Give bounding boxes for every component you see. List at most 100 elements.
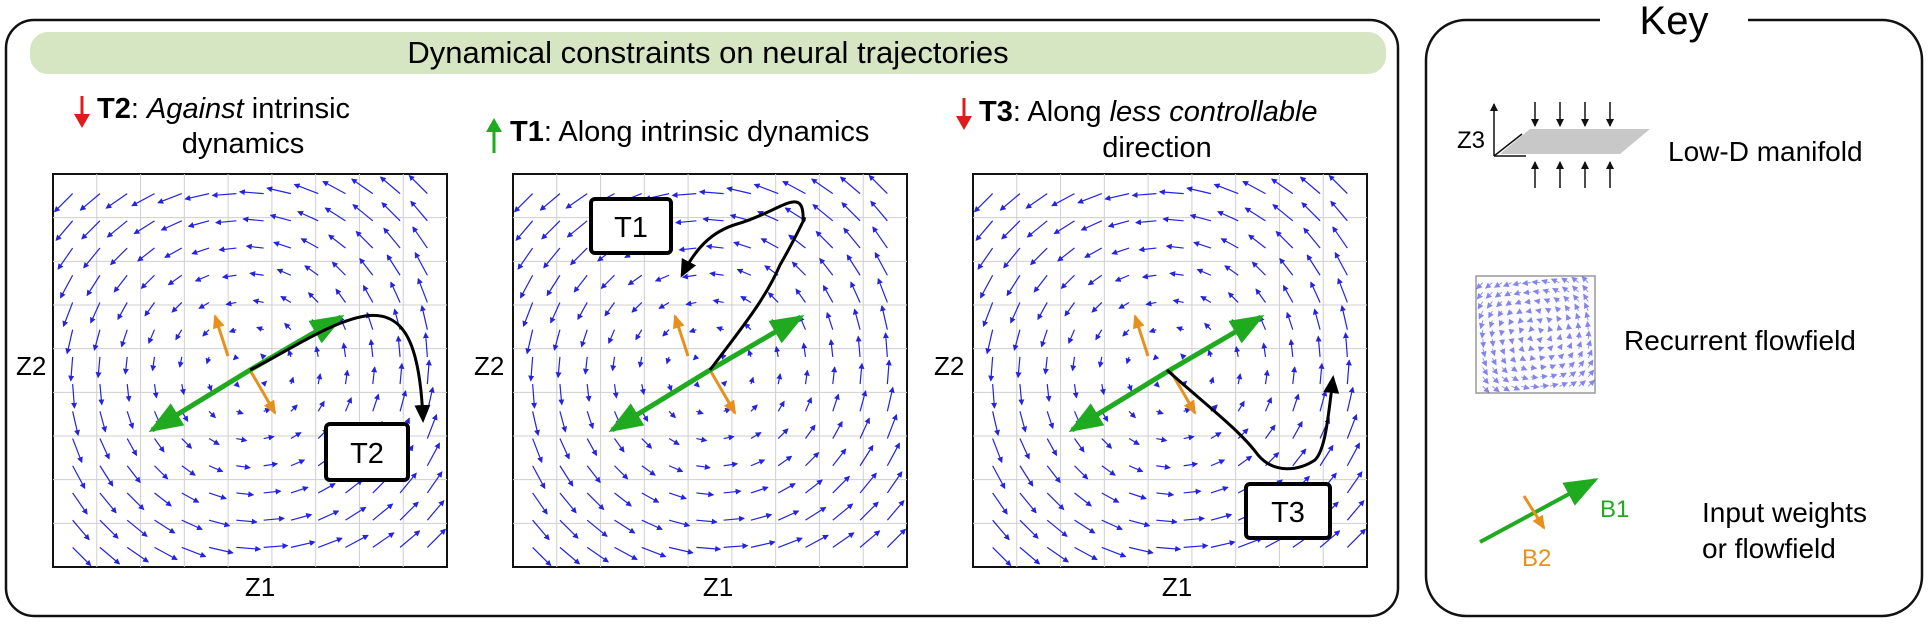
flow-vector (1046, 519, 1068, 537)
flow-vector (1534, 308, 1542, 315)
flow-vector (1571, 276, 1579, 284)
flow-vector (1543, 298, 1551, 304)
flow-vector (379, 176, 401, 195)
flow-vector (1476, 282, 1484, 290)
flow-vector (1128, 438, 1140, 445)
flow-vector (750, 486, 769, 494)
flow-vector (322, 180, 346, 195)
flow-vector (1554, 306, 1562, 313)
flow-vector (1587, 369, 1595, 378)
flow-vector (1183, 434, 1195, 441)
flow-vector (750, 540, 776, 548)
flow-vector (559, 519, 579, 539)
flow-vector (314, 345, 321, 358)
flow-vector (1525, 307, 1532, 314)
flow-vector (614, 519, 636, 534)
flow-vector (1508, 318, 1515, 326)
flow-vector (1237, 428, 1249, 439)
flow-vector (1528, 325, 1535, 333)
flow-vector (1026, 220, 1048, 238)
x-axis-label: Z1 (1162, 572, 1192, 602)
panel-t2-title-part: intrinsic (244, 93, 350, 125)
flow-vector (850, 281, 861, 303)
svg-text:T3: Along less controllable: T3: Along less controllable (979, 96, 1318, 128)
flow-vector (1529, 354, 1537, 361)
flow-vector (1135, 219, 1157, 226)
flow-vector (1261, 342, 1268, 357)
key-label-input-weights: Input weights (1702, 497, 1867, 528)
flow-vector (202, 329, 210, 337)
flow-vector (1156, 518, 1178, 525)
flow-vector (698, 189, 724, 196)
trajectory-label-box (1244, 482, 1332, 540)
flow-vector (886, 499, 905, 521)
flow-vector (696, 545, 722, 552)
flow-vector (753, 183, 779, 195)
flow-vector (805, 424, 816, 439)
flow-vector (238, 189, 264, 196)
flow-vector (1128, 492, 1147, 500)
flow-vector (1346, 499, 1365, 521)
panel-t1: T1: Along intrinsic dynamics T1 Z1 Z2 (474, 116, 908, 602)
flow-vector (179, 383, 186, 396)
flow-vector (1074, 492, 1092, 507)
flow-vector (839, 176, 861, 195)
up-arrow-icon (486, 118, 502, 153)
flow-vector (181, 492, 200, 503)
flow-vector (712, 298, 724, 305)
flow-vector (154, 438, 165, 453)
flow-vector (95, 356, 102, 379)
flow-vector (344, 397, 353, 412)
flow-vector (565, 193, 588, 209)
flow-vector (1506, 309, 1514, 316)
svg-text:T2: Against intrinsic: T2: Against intrinsic (97, 93, 350, 125)
flow-vector (1488, 310, 1494, 319)
flow-vector (208, 546, 234, 555)
flow-vector (716, 326, 724, 332)
flow-vector (1565, 323, 1572, 330)
flow-vector (1492, 385, 1500, 393)
flow-vector (1561, 277, 1570, 284)
flow-vector (399, 530, 421, 548)
flow-vector (280, 296, 292, 303)
flow-vector (1156, 409, 1164, 415)
flow-vector (1489, 329, 1496, 338)
flow-vector (218, 246, 237, 253)
flow-vector (1183, 488, 1202, 495)
flow-vector (832, 475, 850, 494)
flow-vector (1518, 345, 1525, 353)
panel-t2-title-part: : (131, 93, 147, 125)
flow-vector (1128, 410, 1136, 419)
flow-vector (631, 302, 643, 313)
flow-vector (350, 178, 374, 195)
flow-vector (343, 369, 350, 385)
flow-vector (426, 413, 438, 439)
flow-vector (1213, 183, 1239, 195)
flow-vector (1537, 327, 1545, 334)
flowfield (973, 174, 1367, 567)
flow-vector (614, 465, 629, 480)
flow-vector (1502, 281, 1512, 287)
flow-vector (1581, 275, 1589, 283)
flow-vector (208, 438, 220, 445)
flow-vector (1486, 301, 1493, 309)
flow-vector (991, 384, 998, 409)
flow-vector (720, 380, 728, 387)
flow-vector (639, 383, 646, 396)
flow-vector (520, 274, 534, 299)
flow-vector (1490, 348, 1496, 357)
flow-vector (1493, 282, 1503, 288)
flow-vector (263, 515, 285, 522)
flow-vector (372, 503, 394, 521)
flow-vector (1265, 424, 1276, 439)
flow-vector (1500, 357, 1507, 365)
flow-vector (260, 353, 267, 360)
grid-lines (973, 174, 1367, 567)
flow-vector (1251, 261, 1266, 276)
flow-vector (126, 438, 138, 457)
flow-vector (99, 519, 119, 539)
flow-vector (696, 436, 708, 443)
flow-vector (607, 329, 616, 344)
flow-vector (1046, 546, 1070, 563)
flow-vector (1080, 220, 1103, 231)
